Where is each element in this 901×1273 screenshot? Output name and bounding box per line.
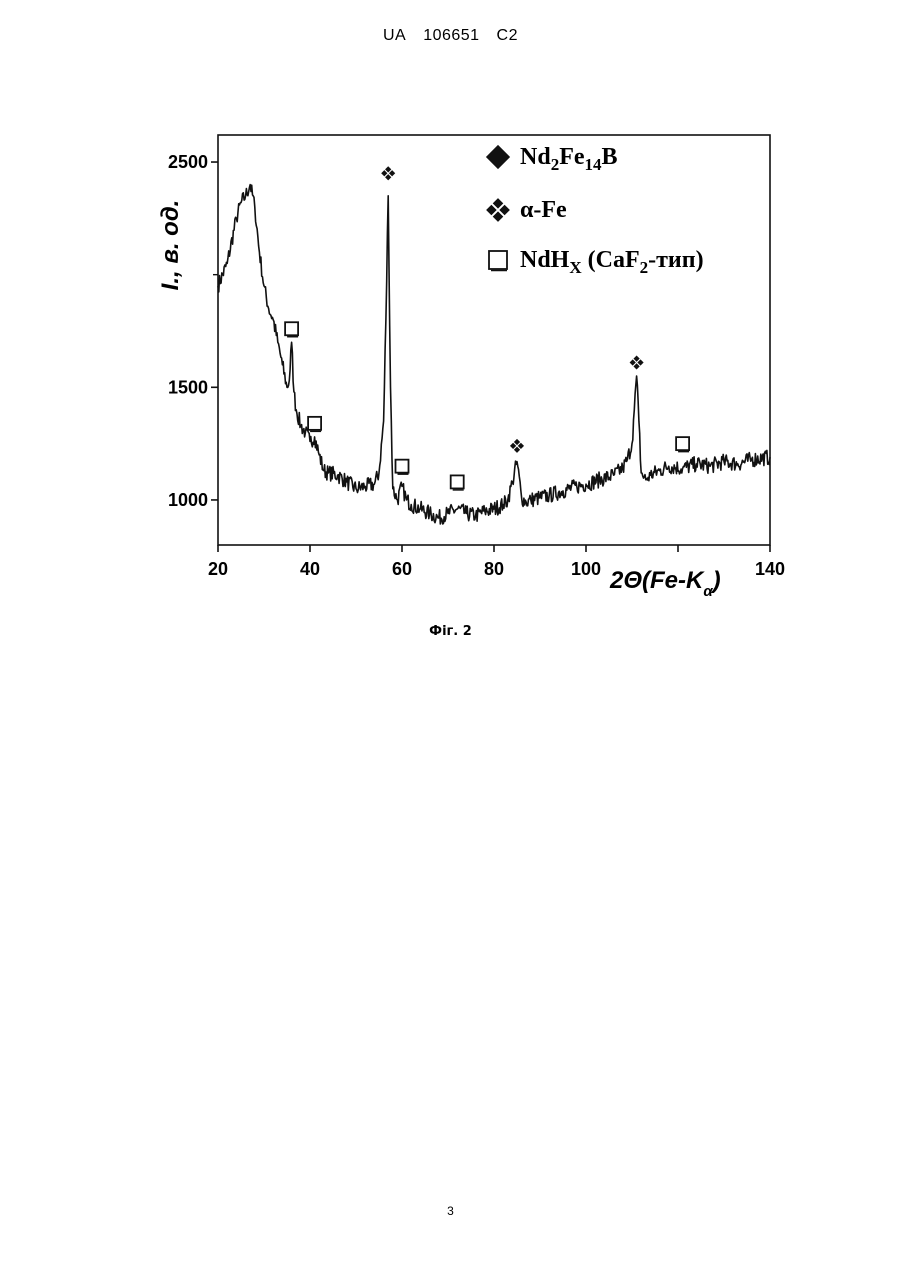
x-tick-label: 140	[755, 559, 785, 579]
legend: Nd2Fe14B α-Fe NdHX (CaF2-тип)	[486, 144, 704, 277]
legend-marker	[489, 251, 507, 271]
country-code: UA	[383, 27, 406, 44]
patent-number: 106651	[423, 27, 479, 44]
legend-entry-nd2fe14b: Nd2Fe14B	[486, 144, 618, 174]
figure-caption: Фіг. 2	[0, 624, 901, 639]
alpha-fe-peak-marker	[510, 439, 524, 453]
ndhx-peak-marker	[396, 460, 409, 475]
x-tick-label: 80	[484, 559, 504, 579]
x-tick-label: 20	[208, 559, 228, 579]
patent-header: UA 106651 C2	[0, 27, 901, 45]
peak-annotations	[285, 166, 689, 490]
y-tick-label: 1500	[168, 377, 208, 397]
legend-entry-alpha-fe: α-Fe	[486, 197, 567, 223]
x-axis-title: 2Θ(Fe-Kα)	[609, 567, 721, 600]
y-tick-label: 1000	[168, 490, 208, 510]
x-tick-label: 40	[300, 559, 320, 579]
legend-label: α-Fe	[520, 197, 567, 223]
legend-marker	[486, 145, 510, 169]
series-line	[218, 185, 770, 524]
ndhx-peak-marker	[308, 417, 321, 432]
y-axis-title: I., в. од.	[157, 200, 184, 291]
ndhx-peak-marker	[676, 437, 689, 452]
alpha-fe-peak-marker	[630, 356, 644, 370]
legend-label: NdHX (CaF2-тип)	[520, 247, 704, 277]
x-axis-title-prefix: 2	[609, 567, 624, 594]
page-number: 3	[0, 1204, 901, 1218]
x-tick-label: 60	[392, 559, 412, 579]
legend-entry-ndhx: NdHX (CaF2-тип)	[489, 247, 704, 277]
alpha-fe-peak-marker	[381, 166, 395, 180]
xrd-chart: 1000 1500 2500 20 40 60 80 100 140 Nd2Fe14B α-Fe…	[140, 125, 800, 615]
legend-marker	[486, 198, 510, 222]
x-axis-title-theta: Θ	[623, 567, 642, 594]
x-tick-label: 100	[571, 559, 601, 579]
ndhx-peak-marker	[451, 475, 464, 490]
kind-code: C2	[497, 27, 518, 44]
x-axis-title-body: (Fe-K	[642, 567, 705, 594]
legend-label: Nd2Fe14B	[520, 144, 618, 174]
y-tick-label: 2500	[168, 152, 208, 172]
ndhx-peak-marker	[285, 322, 298, 337]
plot-frame	[218, 135, 770, 545]
